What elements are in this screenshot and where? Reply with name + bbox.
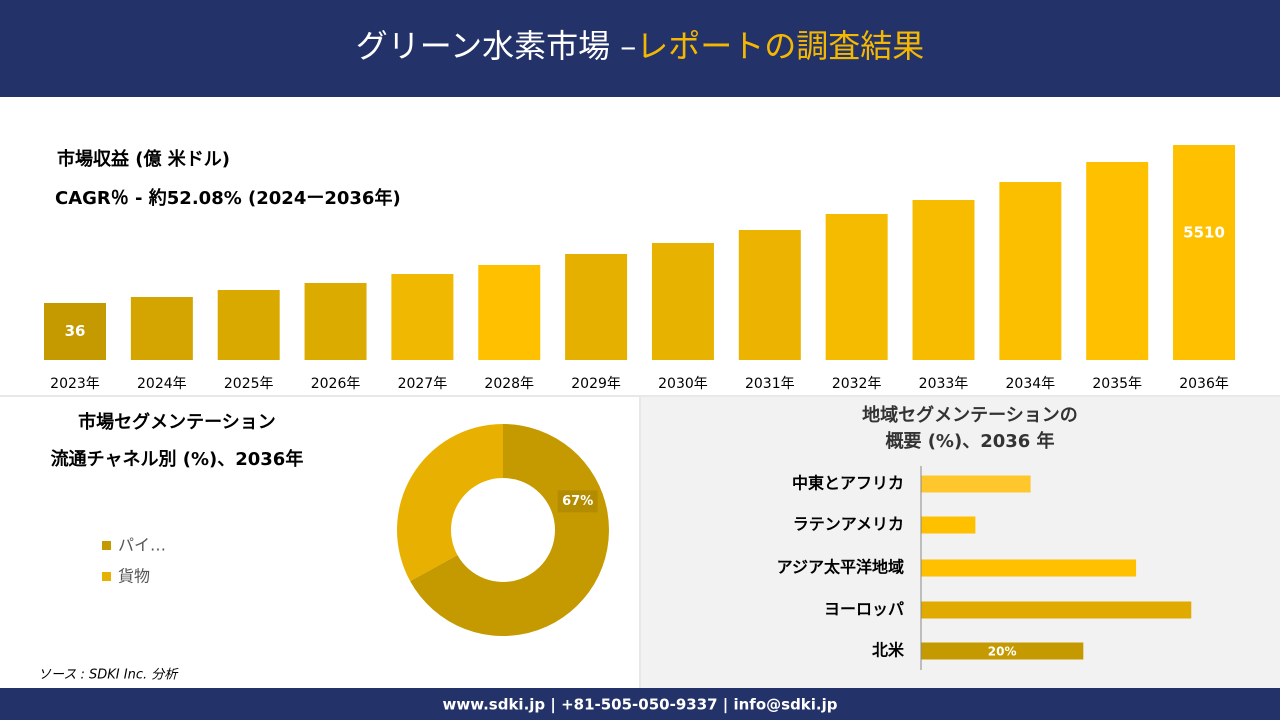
bar — [1086, 162, 1149, 360]
donut-slice — [396, 424, 503, 582]
x-tick-label: 2028年 — [484, 376, 534, 392]
header-title: グリーン水素市場 –レポートの調査結果 — [356, 27, 925, 65]
bar — [217, 290, 280, 360]
x-tick-label: 2032年 — [832, 376, 882, 392]
bar — [565, 253, 628, 360]
chart-title: 市場収益 (億 米ドル) — [57, 148, 230, 170]
x-tick-label: 2023年 — [50, 376, 100, 392]
label-box — [557, 490, 598, 513]
bar — [921, 601, 1192, 619]
title-highlight: レポートの調査結果 — [636, 27, 924, 65]
chart-title: 流通チャネル別 (%)、2036年 — [51, 448, 304, 470]
bar — [304, 282, 367, 360]
x-tick-label: 2031年 — [745, 376, 795, 392]
legend-swatch — [102, 541, 111, 550]
region-panel — [641, 397, 1280, 688]
x-tick-label: 2030年 — [658, 376, 708, 392]
bar — [478, 264, 541, 360]
y-tick-label: アジア太平洋地域 — [777, 558, 904, 577]
x-tick-label: 2033年 — [919, 376, 969, 392]
x-tick-label: 2026年 — [311, 376, 361, 392]
chart-title: 市場セグメンテーション — [78, 411, 276, 433]
bar — [651, 242, 714, 360]
source: ソース : SDKI Inc. 分析 — [38, 668, 179, 683]
bar — [921, 642, 1084, 660]
data-label: 20% — [988, 645, 1017, 659]
bar — [912, 200, 975, 360]
bar — [921, 475, 1031, 493]
bar — [1173, 145, 1236, 360]
x-tick-label: 2029年 — [571, 376, 621, 392]
legend-swatch — [102, 572, 111, 581]
bar — [999, 182, 1062, 360]
chart-subtitle: CAGR％ - 約52.08% (2024ー2036年) — [55, 187, 401, 209]
chart-title: 概要 (%)、2036 年 — [885, 430, 1054, 452]
data-label: 5510 — [1183, 224, 1225, 242]
y-tick-label: ラテンアメリカ — [793, 515, 904, 534]
x-tick-label: 2034年 — [1006, 376, 1056, 392]
y-tick-label: ヨーロッパ — [824, 600, 904, 619]
x-tick-label: 2024年 — [137, 376, 187, 392]
footer-band — [0, 688, 1280, 720]
bar — [391, 274, 454, 360]
y-tick-label: 北米 — [872, 641, 905, 660]
y-tick-label: 中東とアフリカ — [792, 474, 904, 493]
x-tick-label: 2036年 — [1179, 376, 1229, 392]
data-label: 36 — [65, 322, 86, 340]
x-tick-label: 2027年 — [398, 376, 448, 392]
bar — [921, 559, 1137, 577]
footer-contact: www.sdki.jp | +81-505-050-9337 | info@sd… — [442, 696, 837, 715]
chart-title: 地域セグメンテーションの — [862, 404, 1078, 426]
title-main: グリーン水素市場 – — [356, 27, 637, 65]
bar — [130, 296, 193, 360]
bar — [825, 213, 888, 360]
bar — [921, 516, 976, 534]
bar — [44, 302, 106, 360]
legend-label: パイ… — [118, 536, 166, 555]
data-label: 67% — [562, 494, 593, 509]
legend-label: 貨物 — [118, 567, 150, 586]
donut-slice — [410, 424, 609, 636]
x-tick-label: 2035年 — [1092, 376, 1142, 392]
header-band — [0, 0, 1280, 97]
bar — [738, 230, 801, 360]
x-tick-label: 2025年 — [224, 376, 274, 392]
